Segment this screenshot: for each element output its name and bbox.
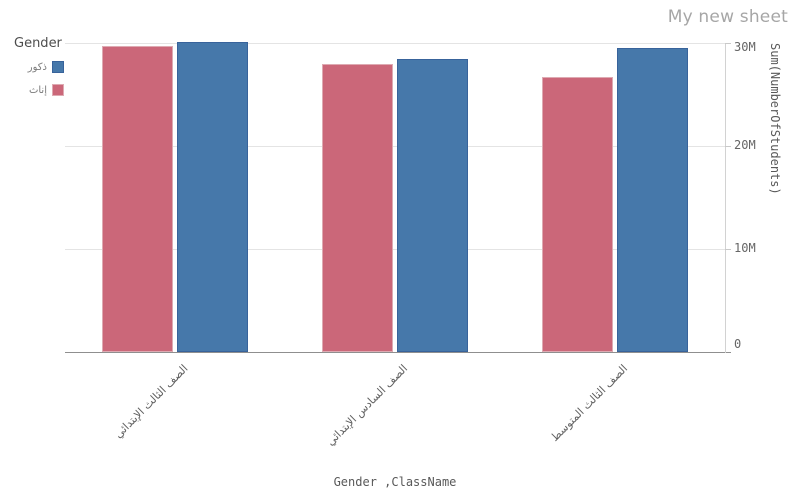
legend-item-label: إناث [28, 84, 47, 96]
x-category-label[interactable]: الصف الثالث المتوسط [548, 362, 631, 445]
bar-ذكور-1[interactable] [397, 59, 468, 352]
bar-إناث-1[interactable] [322, 64, 393, 352]
sheet-title: My new sheet [667, 7, 788, 27]
y-axis-line [725, 43, 726, 353]
bar-إناث-0[interactable] [102, 46, 173, 352]
y-tick-label: 30M [734, 40, 756, 54]
gridline [65, 43, 725, 44]
legend-title: Gender [14, 36, 62, 51]
legend-color-swatch [52, 84, 64, 96]
bar-ذكور-0[interactable] [177, 42, 248, 352]
legend-item[interactable]: ذكور [14, 60, 64, 74]
y-tick-mark [725, 43, 731, 44]
bar-إناث-2[interactable] [542, 77, 613, 352]
gridline [65, 146, 725, 147]
y-axis-title: Sum(NumberOfStudents) [768, 43, 782, 195]
gridline [65, 249, 725, 250]
y-tick-mark [725, 146, 731, 147]
y-tick-mark [725, 249, 731, 250]
legend-color-swatch [52, 61, 64, 73]
y-tick-label: 20M [734, 138, 756, 152]
legend-items: ذكور إناث [14, 60, 64, 97]
x-axis-title: Gender ,ClassName [333, 475, 457, 489]
legend-item-label: ذكور [27, 61, 47, 73]
x-category-label[interactable]: الصف السادس الإبتدائي [323, 362, 411, 449]
x-axis-line [65, 352, 731, 353]
y-tick-label: 0 [734, 337, 742, 351]
bar-ذكور-2[interactable] [617, 48, 688, 352]
x-category-label[interactable]: الصف الثالث الإبتدائي [111, 362, 191, 441]
y-tick-label: 10M [734, 241, 756, 255]
legend: Gender ذكور إناث [14, 36, 64, 106]
legend-item[interactable]: إناث [14, 83, 64, 97]
